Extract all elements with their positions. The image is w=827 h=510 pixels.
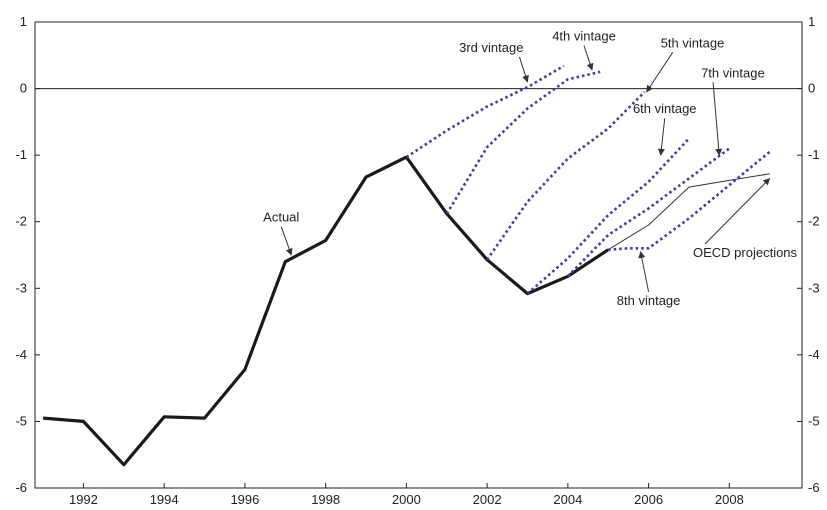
annotation-arrow (657, 118, 666, 156)
annotation-label: 4th vintage (552, 29, 616, 44)
x-tick-label: 1992 (69, 492, 98, 507)
y-tick-label-left: -1 (15, 147, 27, 162)
series-line-oecd-projections (607, 173, 770, 251)
annotation-label: 5th vintage (661, 35, 725, 50)
annotations-group: Actual 3rd vintage 4th vintage 5th vintage 6… (263, 29, 797, 308)
x-tick-label: 2000 (392, 492, 421, 507)
y-tick-label-right: -1 (808, 147, 820, 162)
x-tick-label: 2002 (473, 492, 502, 507)
axis-ticks: 1992 1994 1996 1998 2000 2002 2004 2006 2008 1 1 0 0… (15, 14, 819, 507)
x-tick-label: 1996 (230, 492, 259, 507)
annotation-label: 6th vintage (633, 101, 697, 116)
series-group (42, 64, 771, 467)
series-line-6th-vintage (526, 137, 690, 295)
annotation-arrow (646, 52, 674, 93)
y-tick-label-right: -4 (808, 347, 820, 362)
annotation-arrow (280, 226, 293, 256)
y-tick-label-left: -6 (15, 480, 27, 495)
y-tick-label-right: -6 (808, 480, 820, 495)
series-line-5th-vintage (486, 90, 646, 261)
x-tick-label: 2006 (634, 492, 663, 507)
annotation-label: 8th vintage (617, 293, 681, 308)
y-tick-label-right: -2 (808, 214, 820, 229)
series-line-3rd-vintage (405, 64, 565, 159)
annotation-label: 3rd vintage (459, 40, 523, 55)
annotation-label: 7th vintage (701, 65, 765, 80)
y-tick-label-left: 0 (20, 81, 27, 96)
y-tick-label-right: 1 (808, 14, 815, 29)
annotation-arrow (583, 45, 594, 71)
y-tick-label-right: 0 (808, 81, 815, 96)
y-tick-label-left: -3 (15, 280, 27, 295)
series-line-8th-vintage (608, 150, 771, 251)
x-tick-label: 2008 (715, 492, 744, 507)
x-tick-label: 1998 (311, 492, 340, 507)
y-tick-label-left: -5 (15, 413, 27, 428)
x-tick-label: 2004 (553, 492, 582, 507)
series-line-4th-vintage (445, 70, 601, 215)
y-tick-label-left: 1 (20, 14, 27, 29)
annotation-arrow (712, 82, 723, 156)
series-line-7th-vintage (566, 147, 731, 278)
annotation-label: OECD projections (693, 245, 798, 260)
annotation-arrow (518, 56, 529, 83)
annotation-arrow (704, 177, 771, 245)
y-tick-label-right: -5 (808, 413, 820, 428)
plot-frame (34, 21, 803, 489)
x-tick-label: 1994 (150, 492, 179, 507)
series-line-actual (42, 155, 610, 467)
y-tick-label-left: -2 (15, 214, 27, 229)
y-tick-label-left: -4 (15, 347, 27, 362)
annotation-label: Actual (263, 210, 299, 225)
annotation-arrow (638, 250, 650, 293)
y-tick-label-right: -3 (808, 280, 820, 295)
